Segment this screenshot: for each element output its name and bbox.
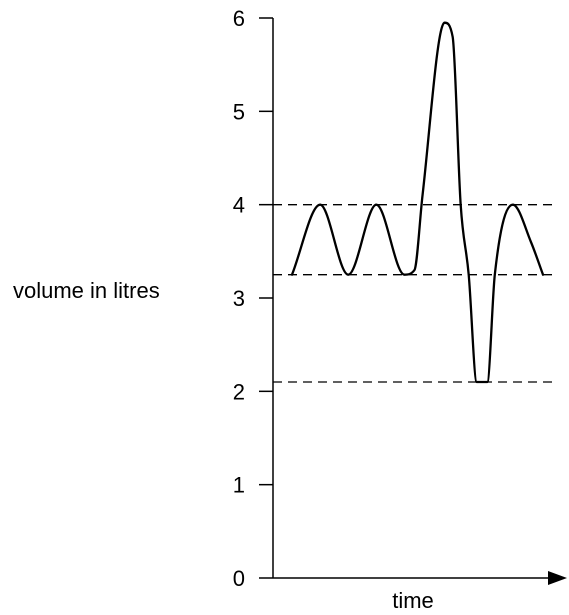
volume-curve bbox=[290, 21, 545, 384]
y-tick-label-3: 3 bbox=[233, 286, 245, 311]
y-axis-title: volume in litres bbox=[13, 278, 160, 303]
y-tick-label-4: 4 bbox=[233, 193, 245, 218]
y-tick-label-5: 5 bbox=[233, 99, 245, 124]
y-tick-label-1: 1 bbox=[233, 473, 245, 498]
y-tick-label-6: 6 bbox=[233, 6, 245, 31]
x-axis bbox=[273, 571, 567, 585]
x-axis-arrowhead bbox=[548, 571, 567, 585]
x-axis-title: time bbox=[392, 588, 434, 613]
reference-lines bbox=[273, 204, 555, 383]
y-ticks: 0 1 2 3 4 5 6 bbox=[233, 6, 273, 591]
y-tick-label-0: 0 bbox=[233, 566, 245, 591]
y-tick-label-2: 2 bbox=[233, 379, 245, 404]
